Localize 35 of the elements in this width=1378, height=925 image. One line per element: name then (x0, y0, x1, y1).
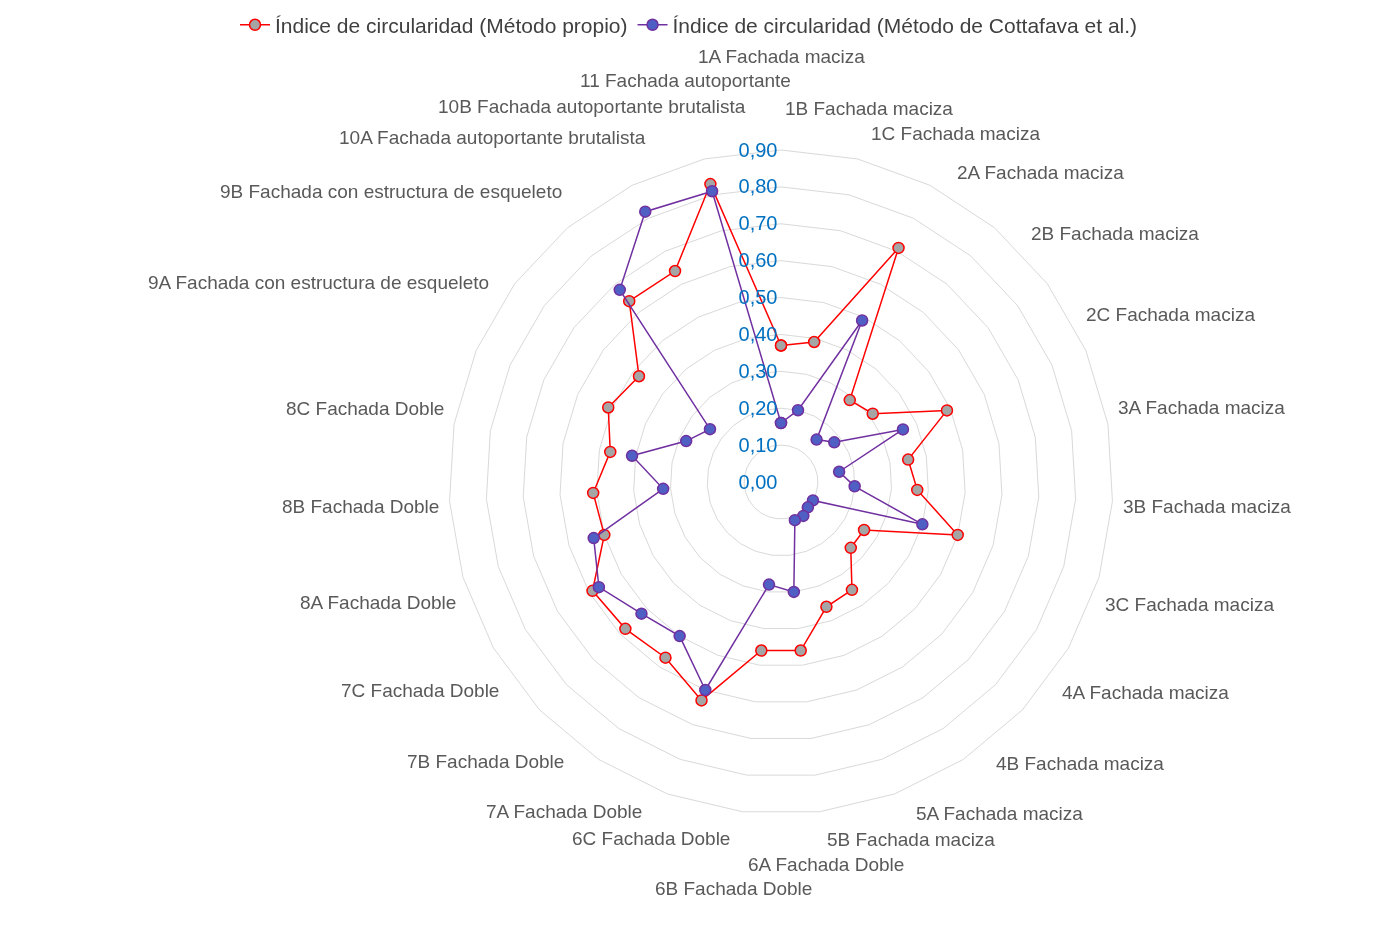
spoke-label: 10A Fachada autoportante brutalista (339, 127, 646, 148)
y-tick-label: 0,70 (738, 212, 778, 235)
spoke-label: 1B Fachada maciza (785, 98, 954, 119)
spoke-label: 2A Fachada maciza (957, 162, 1125, 183)
spoke-label: 10B Fachada autoportante brutalista (438, 96, 746, 117)
spoke-label: 5B Fachada maciza (827, 829, 996, 850)
spoke-label: 2C Fachada maciza (1086, 304, 1256, 325)
spoke-label: 7C Fachada Doble (341, 680, 500, 701)
spoke-label: 7B Fachada Doble (407, 751, 565, 772)
y-tick-label: 0,10 (738, 433, 778, 456)
spoke-label: 6A Fachada Doble (748, 854, 905, 875)
y-tick-label: 0,80 (738, 175, 778, 198)
spoke-label: 4B Fachada maciza (996, 753, 1165, 774)
y-tick-label: 0,00 (738, 470, 778, 493)
spoke-label: 9B Fachada con estructura de esqueleto (220, 181, 563, 202)
spoke-label: 3C Fachada maciza (1105, 594, 1275, 615)
spoke-label: 8A Fachada Doble (300, 592, 457, 613)
spoke-label: 6B Fachada Doble (655, 878, 813, 899)
spoke-label: 8B Fachada Doble (282, 496, 440, 517)
legend-label: Índice de circularidad (Método propio) (275, 13, 628, 37)
spoke-label: 8C Fachada Doble (286, 398, 445, 419)
spoke-label: 7A Fachada Doble (486, 801, 643, 822)
y-tick-label: 0,90 (738, 138, 778, 161)
y-tick-label: 0,20 (738, 396, 778, 419)
spoke-label: 1A Fachada maciza (698, 46, 866, 67)
spoke-label: 5A Fachada maciza (916, 803, 1084, 824)
spoke-label: 1C Fachada maciza (871, 123, 1041, 144)
spoke-label: 3B Fachada maciza (1123, 496, 1292, 517)
spoke-label: 11 Fachada autoportante (580, 70, 791, 91)
spoke-label: 6C Fachada Doble (572, 828, 731, 849)
spoke-label: 2B Fachada maciza (1031, 223, 1200, 244)
spoke-label: 3A Fachada maciza (1118, 397, 1286, 418)
spoke-label: 9A Fachada con estructura de esqueleto (148, 272, 490, 293)
spoke-label: 4A Fachada maciza (1062, 682, 1230, 703)
legend-label: Índice de circularidad (Método de Cottafava et al.) (672, 13, 1138, 37)
